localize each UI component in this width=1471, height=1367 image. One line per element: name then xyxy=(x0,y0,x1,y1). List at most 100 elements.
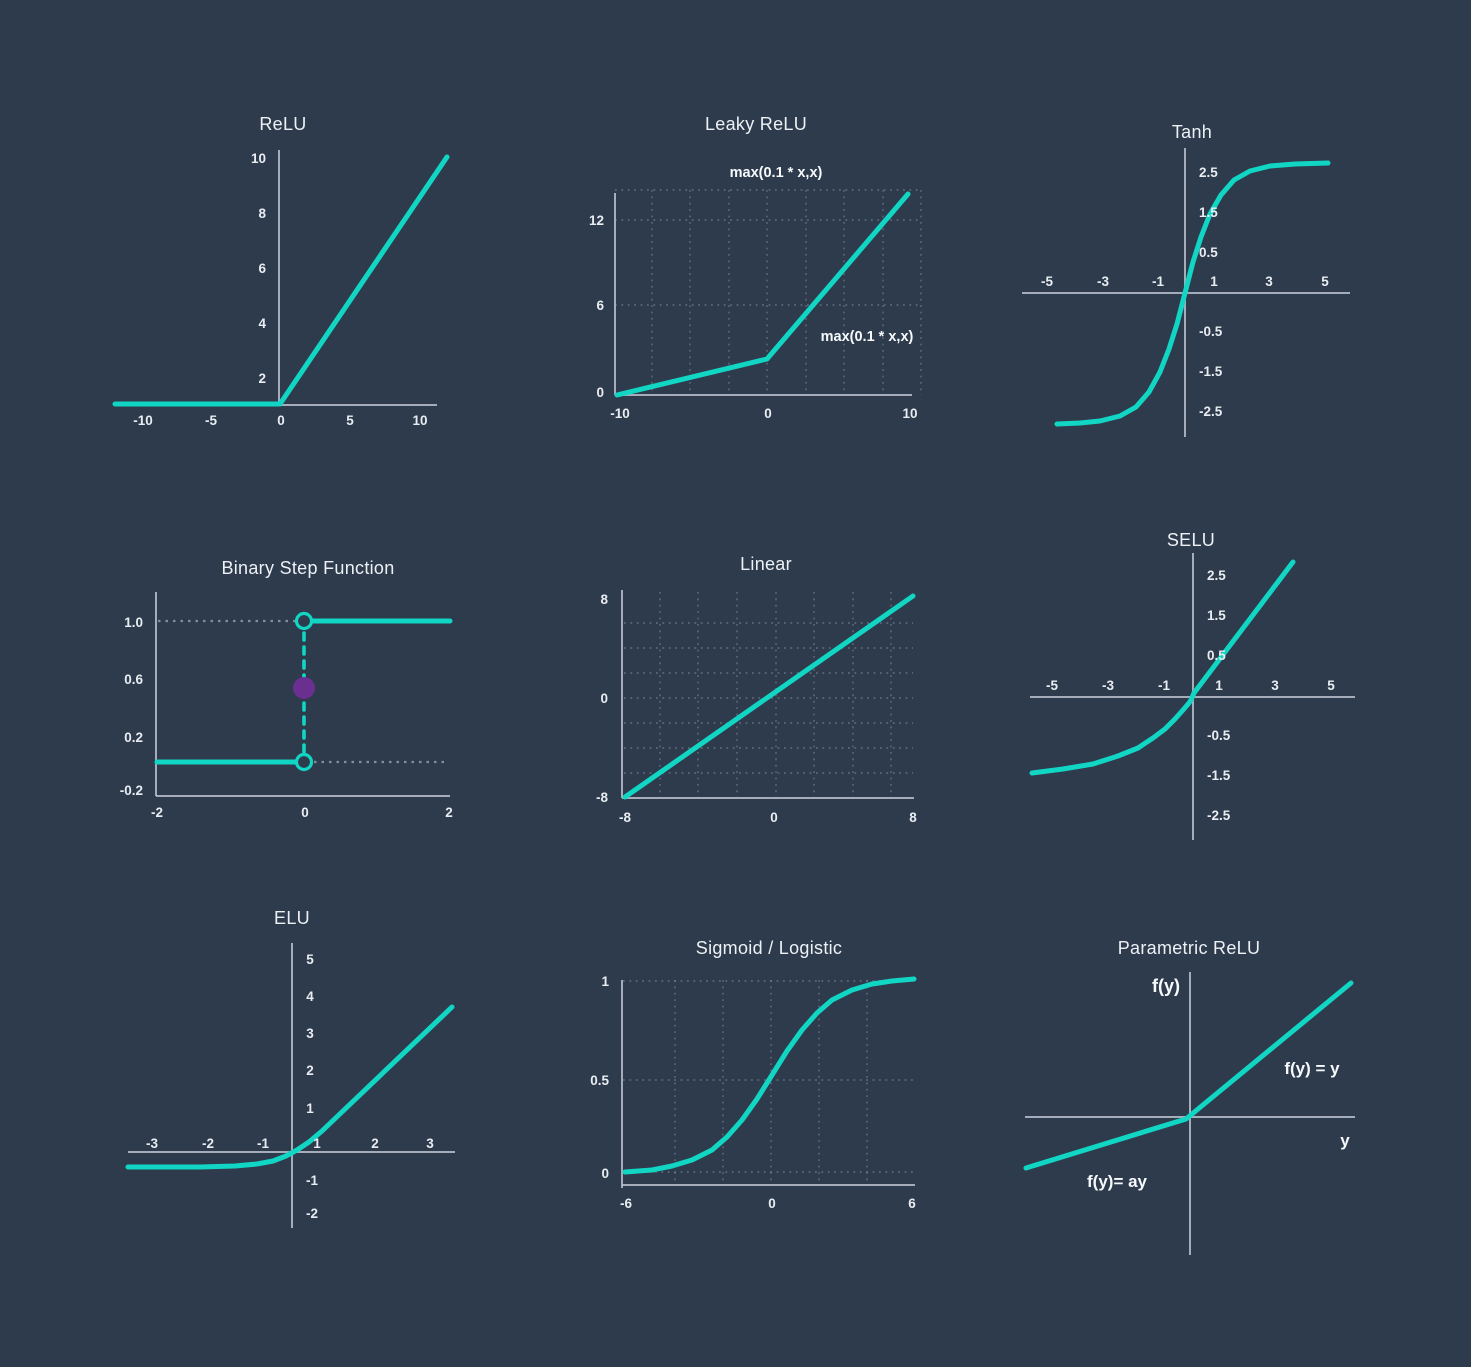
tick-label: 1.5 xyxy=(1199,205,1218,220)
tick-label: 10 xyxy=(412,413,427,428)
tick-label: 1.5 xyxy=(1207,608,1226,623)
tick-label: 0 xyxy=(764,406,772,421)
tick-label: -2 xyxy=(151,805,163,820)
tick-label: 1 xyxy=(306,1101,314,1116)
chart-title: Leaky ReLU xyxy=(705,114,807,134)
annotation: f(y) xyxy=(1152,976,1180,996)
tick-label: 5 xyxy=(346,413,354,428)
chart-elu: -3 -2 -1 1 2 3 5 4 3 2 1 -1 -2 ELU xyxy=(125,908,455,1228)
chart-title: ELU xyxy=(274,908,310,928)
chart-relu: -10 -5 0 5 10 10 8 6 4 2 ReLU xyxy=(112,114,450,428)
tick-label: -5 xyxy=(1041,274,1053,289)
function-curve xyxy=(1023,980,1354,1171)
tick-label: 1 xyxy=(1210,274,1218,289)
tick-label: -10 xyxy=(610,406,630,421)
chart-tanh: -5 -3 -1 1 3 5 2.5 1.5 0.5 -0.5 -1.5 -2.5 Tanh xyxy=(1022,122,1350,437)
tick-label: -1.5 xyxy=(1207,768,1231,783)
function-curve xyxy=(622,593,916,800)
function-curve xyxy=(622,976,917,1175)
chart-binary-step: 1.0 0.6 0.2 -0.2 -2 0 2 Binary Step Function xyxy=(120,558,453,820)
chart-sigmoid: 1 0.5 0 -6 0 6 Sigmoid / Logistic xyxy=(590,938,917,1211)
annotation: y xyxy=(1340,1131,1350,1150)
tick-label: 5 xyxy=(1321,274,1329,289)
chart-leaky-relu: 12 6 0 -10 0 10 max(0.1 * x,x) max(0.1 * x,x) Le… xyxy=(589,114,922,421)
tick-label: -1 xyxy=(1152,274,1164,289)
tick-label: 8 xyxy=(258,206,266,221)
annotation: f(y)= ay xyxy=(1087,1172,1148,1191)
tick-label: -2.5 xyxy=(1207,808,1231,823)
tick-label: 4 xyxy=(258,316,266,331)
tick-label: 10 xyxy=(902,406,917,421)
tick-label: 8 xyxy=(909,810,917,825)
tick-label: 2 xyxy=(258,371,266,386)
tick-label: -1.5 xyxy=(1199,364,1223,379)
tick-label: -3 xyxy=(1097,274,1109,289)
tick-label: 2 xyxy=(445,805,453,820)
tick-label: -2 xyxy=(202,1136,214,1151)
annotation: f(y) = y xyxy=(1284,1059,1340,1078)
tick-label: 4 xyxy=(306,989,314,1004)
open-point xyxy=(294,752,314,772)
threshold-point xyxy=(293,677,315,699)
tick-label: 2.5 xyxy=(1199,165,1218,180)
tick-label: 3 xyxy=(1271,678,1279,693)
tick-label: 6 xyxy=(258,261,266,276)
chart-title: Tanh xyxy=(1172,122,1212,142)
annotation: max(0.1 * x,x) xyxy=(821,329,914,345)
tick-label: 2.5 xyxy=(1207,568,1226,583)
tick-label: 1 xyxy=(601,974,609,989)
open-point xyxy=(294,611,314,631)
function-curve xyxy=(614,191,911,398)
tick-label: 0.5 xyxy=(1207,648,1226,663)
tick-label: -5 xyxy=(1046,678,1058,693)
chart-title: Binary Step Function xyxy=(221,558,394,578)
tick-label: 12 xyxy=(589,213,604,228)
tick-label: 0 xyxy=(601,1166,609,1181)
tick-label: -3 xyxy=(146,1136,158,1151)
function-curve xyxy=(1054,160,1331,427)
chart-title: SELU xyxy=(1167,530,1215,550)
tick-label: 2 xyxy=(306,1063,314,1078)
chart-title: Parametric ReLU xyxy=(1118,938,1261,958)
tick-label: 1 xyxy=(1215,678,1223,693)
tick-label: 0 xyxy=(600,691,608,706)
tick-label: -0.5 xyxy=(1207,728,1231,743)
chart-title: Sigmoid / Logistic xyxy=(696,938,842,958)
function-curve xyxy=(112,154,450,407)
tick-label: -8 xyxy=(619,810,631,825)
tick-label: -1 xyxy=(257,1136,269,1151)
tick-label: 3 xyxy=(426,1136,434,1151)
tick-label: 0.5 xyxy=(590,1073,609,1088)
tick-label: -10 xyxy=(133,413,153,428)
tick-label: 0 xyxy=(770,810,778,825)
tick-label: -1 xyxy=(306,1173,318,1188)
function-curve xyxy=(1029,559,1296,776)
annotation: max(0.1 * x,x) xyxy=(730,165,823,181)
chart-selu: -5 -3 -1 1 3 5 2.5 1.5 0.5 -0.5 -1.5 -2.5 SELU xyxy=(1029,530,1355,840)
tick-label: 5 xyxy=(306,952,314,967)
tick-label: -8 xyxy=(596,790,608,805)
chart-title: ReLU xyxy=(259,114,306,134)
chart-linear: 8 0 -8 -8 0 8 Linear xyxy=(596,554,917,825)
tick-label: 3 xyxy=(306,1026,314,1041)
tick-label: 0 xyxy=(768,1196,776,1211)
function-curve xyxy=(125,1004,455,1170)
tick-label: -0.5 xyxy=(1199,324,1223,339)
tick-label: 2 xyxy=(371,1136,379,1151)
tick-label: -5 xyxy=(205,413,217,428)
tick-label: 0.5 xyxy=(1199,245,1218,260)
tick-label: 0.2 xyxy=(124,730,143,745)
tick-label: -1 xyxy=(1158,678,1170,693)
tick-label: -0.2 xyxy=(120,783,143,798)
tick-label: 0 xyxy=(596,385,604,400)
tick-label: 0 xyxy=(277,413,285,428)
tick-label: 10 xyxy=(251,151,266,166)
tick-label: 0 xyxy=(301,805,309,820)
tick-label: -2.5 xyxy=(1199,404,1223,419)
tick-label: 6 xyxy=(596,298,604,313)
chart-parametric-relu: f(y) y f(y) = y f(y)= ay Parametric ReLU xyxy=(1023,938,1355,1255)
tick-label: 1 xyxy=(313,1136,321,1151)
tick-label: 3 xyxy=(1265,274,1273,289)
